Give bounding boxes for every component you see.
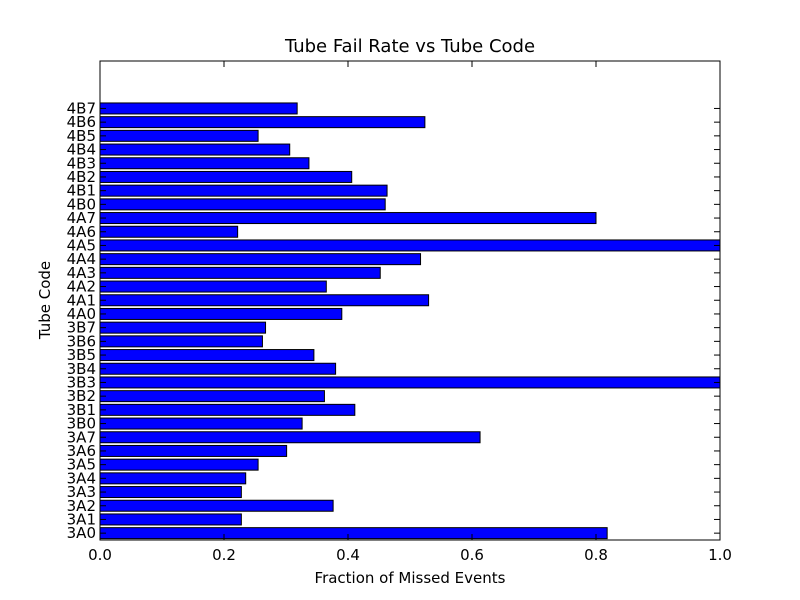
y-tick-label-3A2: 3A2: [67, 497, 96, 515]
y-tick-label-3B0: 3B0: [67, 415, 96, 433]
bar-4B5: [99, 129, 259, 142]
bar-3B1: [99, 403, 356, 416]
bar-4B6: [99, 116, 426, 129]
bar-3B5: [99, 349, 315, 362]
bar-4B0: [99, 198, 386, 211]
y-tick-label-3A3: 3A3: [67, 483, 96, 501]
y-tick-label-3A0: 3A0: [67, 524, 96, 542]
y-tick-label-4A5: 4A5: [67, 236, 96, 254]
bar-3A4: [99, 472, 247, 485]
bar-4B4: [99, 143, 291, 156]
bar-4B7: [99, 102, 298, 115]
chart-title: Tube Fail Rate vs Tube Code: [284, 36, 535, 57]
bar-3B3: [99, 376, 721, 389]
y-axis-label: Tube Code: [36, 261, 54, 340]
x-tick-label: 0.6: [460, 546, 484, 564]
y-tick-label-3A7: 3A7: [67, 428, 96, 446]
y-tick-label-4B6: 4B6: [67, 113, 96, 131]
y-tick-label-4A4: 4A4: [67, 250, 96, 268]
bar-3B4: [99, 362, 337, 375]
x-tick-label: 1.0: [708, 546, 732, 564]
y-tick-label-3B6: 3B6: [67, 332, 96, 350]
y-tick-label-4B4: 4B4: [67, 141, 96, 159]
y-tick-label-4A1: 4A1: [67, 291, 96, 309]
bar-3A5: [99, 458, 259, 471]
y-tick-label-4A2: 4A2: [67, 278, 96, 296]
y-tick-label-4B1: 4B1: [67, 182, 96, 200]
x-axis: 0.0 0.2 0.4 0.6 0.8 1.0: [88, 61, 732, 564]
bar-4B3: [99, 157, 310, 170]
y-tick-label-4A3: 4A3: [67, 264, 96, 282]
y-tick-label-3A4: 3A4: [67, 469, 96, 487]
bar-3A1: [99, 513, 242, 526]
bar-3B6: [99, 335, 263, 348]
bars-group: [99, 102, 721, 540]
y-tick-label-4B5: 4B5: [67, 127, 96, 145]
y-tick-label-4A7: 4A7: [67, 209, 96, 227]
bar-4A1: [99, 294, 430, 307]
x-tick-label: 0.0: [88, 546, 112, 564]
bar-4B2: [99, 170, 353, 183]
y-tick-label-3A1: 3A1: [67, 510, 96, 528]
y-tick-label-4A0: 4A0: [67, 305, 96, 323]
bar-4A2: [99, 280, 327, 293]
bar-4A7: [99, 212, 597, 225]
bar-3A7: [99, 431, 481, 444]
y-tick-label-4B3: 4B3: [67, 154, 96, 172]
y-tick-label-4A6: 4A6: [67, 223, 96, 241]
bar-4A4: [99, 253, 422, 266]
y-tick-label-3B2: 3B2: [67, 387, 96, 405]
y-tick-label-3B7: 3B7: [67, 319, 96, 337]
y-tick-label-4B0: 4B0: [67, 195, 96, 213]
y-tick-label-3A6: 3A6: [67, 442, 96, 460]
bar-4A5: [99, 239, 721, 252]
y-tick-label-3B3: 3B3: [67, 373, 96, 391]
y-tick-label-3A5: 3A5: [67, 456, 96, 474]
y-tick-label-4B7: 4B7: [67, 99, 96, 117]
bar-3B7: [99, 321, 267, 334]
bar-4A0: [99, 307, 343, 320]
x-tick-label: 0.4: [336, 546, 360, 564]
x-tick-label: 0.8: [584, 546, 608, 564]
bar-4A3: [99, 266, 381, 279]
y-tick-label-4B2: 4B2: [67, 168, 96, 186]
bar-4B1: [99, 184, 388, 197]
bar-3B0: [99, 417, 303, 430]
bar-3A6: [99, 444, 288, 457]
bar-3B2: [99, 390, 325, 403]
y-tick-label-3B1: 3B1: [67, 401, 96, 419]
y-tick-label-3B4: 3B4: [67, 360, 96, 378]
bar-3A3: [99, 486, 242, 499]
bar-4A6: [99, 225, 239, 238]
bar-3A2: [99, 499, 334, 512]
x-tick-label: 0.2: [212, 546, 236, 564]
bar-3A0: [99, 527, 608, 540]
y-tick-label-3B5: 3B5: [67, 346, 96, 364]
y-axis: 3A03A13A23A33A43A53A63A73B03B13B23B33B43…: [67, 99, 720, 542]
x-axis-label: Fraction of Missed Events: [315, 569, 506, 587]
